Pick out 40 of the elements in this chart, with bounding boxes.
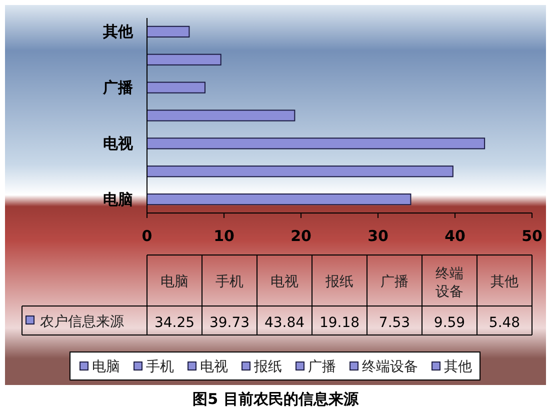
data-label: 9.59 xyxy=(434,315,466,331)
y-tick-label: 其他 xyxy=(102,22,134,41)
text: 其他 xyxy=(444,359,472,375)
text: 图5 目前农民的信息来源 xyxy=(192,390,360,408)
bar xyxy=(146,194,412,206)
text: 电脑 xyxy=(92,359,120,375)
y-tick-label: 广播 xyxy=(102,78,134,97)
bar xyxy=(146,138,486,150)
bar xyxy=(146,110,296,122)
legend-label: 农户信息来源 xyxy=(40,314,124,330)
x-tick-label: 50 xyxy=(522,227,542,245)
bar xyxy=(146,166,454,178)
x-tick-label: 20 xyxy=(290,227,312,245)
category-label: 电视 xyxy=(270,274,298,290)
text: 电视 xyxy=(200,359,228,375)
y-tick-label: 电脑 xyxy=(103,190,133,208)
data-label: 43.84 xyxy=(264,315,305,331)
category-label: 终端设备 xyxy=(436,266,464,300)
x-tick-label: 0 xyxy=(142,227,152,245)
category-label: 其他 xyxy=(490,274,518,290)
y-tick-label: 电视 xyxy=(103,134,133,152)
category-label: 电脑 xyxy=(160,274,188,290)
data-label: 39.73 xyxy=(209,315,250,331)
text: 终端设备 xyxy=(362,359,418,375)
text: 广播 xyxy=(308,359,336,375)
x-tick-label: 10 xyxy=(214,227,234,245)
category-label: 广播 xyxy=(380,274,408,290)
data-label: 34.25 xyxy=(154,315,195,331)
category-label: 手机 xyxy=(216,274,244,290)
data-label: 19.18 xyxy=(319,315,360,331)
data-label: 5.48 xyxy=(488,315,520,331)
bar xyxy=(146,54,222,66)
text: 手机 xyxy=(146,359,174,375)
category-label: 报纸 xyxy=(324,274,354,290)
bar xyxy=(146,82,206,94)
x-tick-label: 40 xyxy=(444,227,466,245)
data-label: 7.53 xyxy=(378,315,410,331)
bar xyxy=(146,26,190,38)
x-tick-label: 30 xyxy=(368,227,388,245)
text: 报纸 xyxy=(253,359,282,375)
